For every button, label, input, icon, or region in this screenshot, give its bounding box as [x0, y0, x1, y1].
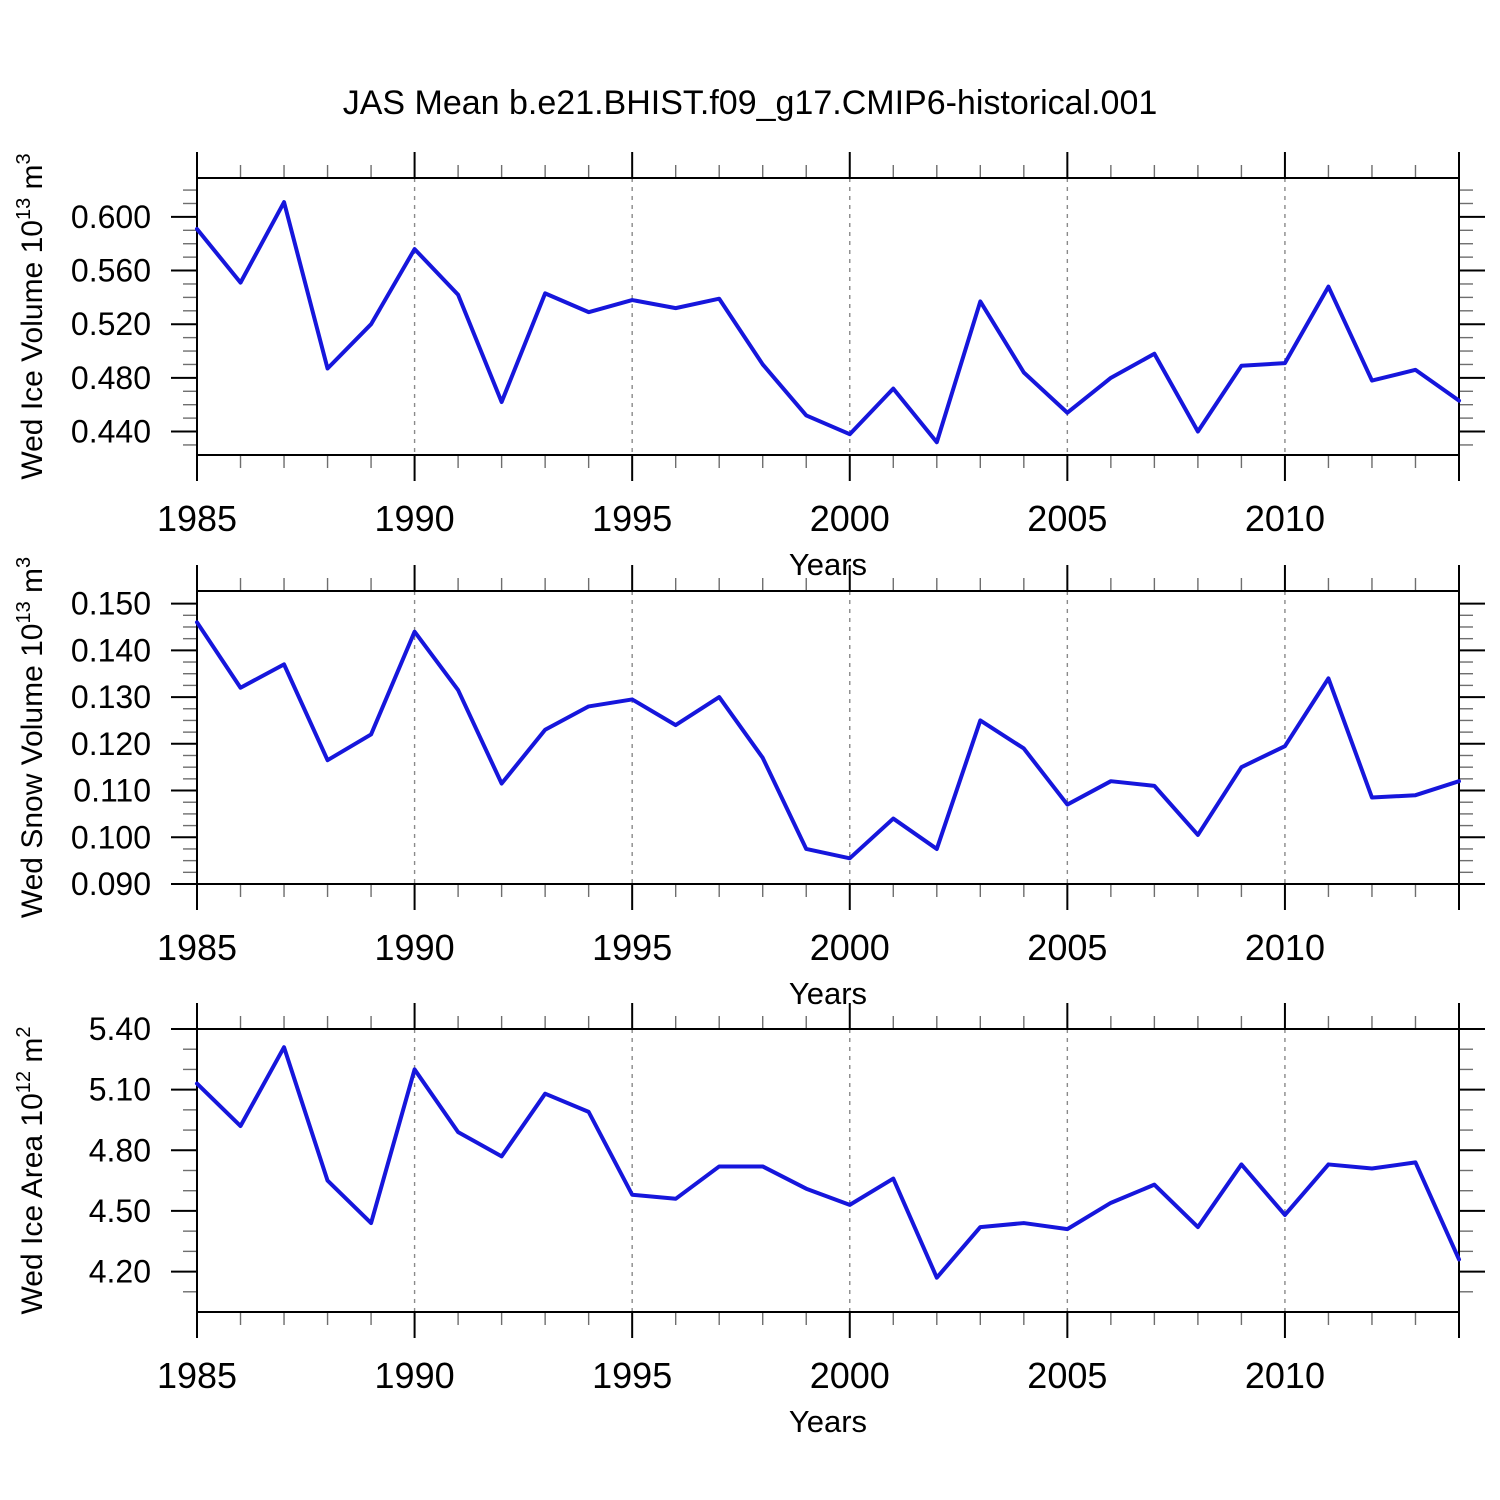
wed-ice-volume-chart: 0.440 0.480 0.520 0.560 0.600 1985 1990 1995 200…	[13, 152, 1485, 582]
y-axis-title: Wed Ice Area 1012​ m2​	[13, 1027, 49, 1315]
x-tick-label: 2005	[1027, 498, 1107, 539]
y-axis-ticks	[171, 1028, 1485, 1293]
x-tick-label: 1985	[157, 498, 237, 539]
x-tick-label: 1985	[157, 927, 237, 968]
x-tick-labels: 1985 1990 1995 2000 2005 2010	[157, 927, 1325, 968]
x-tick-label: 2010	[1245, 927, 1325, 968]
y-tick-label: 0.110	[73, 773, 151, 809]
x-tick-label: 1985	[157, 1355, 237, 1396]
y-tick-label: 0.100	[71, 819, 151, 855]
y-tick-label: 4.80	[89, 1132, 151, 1168]
y-axis-title: Wed Snow Volume 1013​ m3​	[13, 557, 49, 918]
x-tick-label: 2005	[1027, 1355, 1107, 1396]
y-tick-label: 0.090	[71, 866, 151, 902]
wed-snow-volume-line	[195, 620, 1461, 861]
x-tick-labels: 1985 1990 1995 2000 2005 2010	[157, 498, 1325, 539]
y-tick-label: 5.40	[89, 1011, 151, 1047]
y-axis-ticks	[171, 602, 1485, 885]
y-tick-label: 4.20	[89, 1254, 151, 1290]
x-tick-label: 1995	[592, 927, 672, 968]
x-tick-label: 2005	[1027, 927, 1107, 968]
y-tick-label: 0.130	[71, 679, 151, 715]
x-axis-ticks	[196, 1003, 1460, 1338]
x-tick-label: 1995	[592, 1355, 672, 1396]
gridlines	[413, 178, 1286, 455]
x-axis-ticks	[196, 152, 1460, 481]
x-tick-label: 2010	[1245, 498, 1325, 539]
x-tick-labels: 1985 1990 1995 2000 2005 2010	[157, 1355, 1325, 1396]
x-tick-label: 1990	[375, 1355, 455, 1396]
x-tick-label: 2010	[1245, 1355, 1325, 1396]
y-tick-label: 5.10	[89, 1072, 151, 1108]
x-tick-label: 2000	[810, 927, 890, 968]
y-tick-label: 0.520	[71, 306, 151, 342]
plot-frame	[196, 590, 1460, 885]
x-tick-label: 1990	[375, 927, 455, 968]
y-axis-ticks	[171, 189, 1485, 446]
y-tick-label: 0.140	[71, 632, 151, 668]
page-title: JAS Mean b.e21.BHIST.f09_g17.CMIP6-histo…	[342, 84, 1158, 122]
x-tick-label: 2000	[810, 1355, 890, 1396]
x-axis-title: Years	[789, 976, 867, 1011]
x-axis-title: Years	[789, 547, 867, 582]
y-tick-label: 0.440	[71, 414, 151, 450]
wed-ice-area-chart: 4.20 4.50 4.80 5.10 5.40 1985 1990 1995 2000 2005…	[13, 1003, 1485, 1439]
y-tick-labels: 4.20 4.50 4.80 5.10 5.40	[89, 1011, 151, 1290]
x-tick-label: 2000	[810, 498, 890, 539]
wed-ice-volume-line	[195, 200, 1461, 445]
wed-ice-area-line	[195, 1045, 1461, 1280]
x-tick-label: 1995	[592, 498, 672, 539]
x-axis-ticks	[196, 565, 1460, 910]
y-tick-label: 0.150	[71, 586, 151, 622]
x-tick-label: 1990	[375, 498, 455, 539]
y-tick-label: 0.560	[71, 253, 151, 289]
y-tick-labels: 0.090 0.100 0.110 0.120 0.130 0.140 0.150	[71, 586, 151, 902]
plot-frame	[196, 1028, 1460, 1313]
gridlines	[413, 591, 1286, 884]
plot-frame	[196, 177, 1460, 456]
y-tick-labels: 0.440 0.480 0.520 0.560 0.600	[71, 199, 151, 450]
y-tick-label: 0.120	[71, 726, 151, 762]
gridlines	[413, 1029, 1286, 1312]
y-tick-label: 0.480	[71, 360, 151, 396]
y-tick-label: 0.600	[71, 199, 151, 235]
x-axis-title: Years	[789, 1404, 867, 1439]
y-axis-title: Wed Ice Volume 1013​ m3​	[13, 153, 49, 479]
y-tick-label: 4.50	[89, 1193, 151, 1229]
